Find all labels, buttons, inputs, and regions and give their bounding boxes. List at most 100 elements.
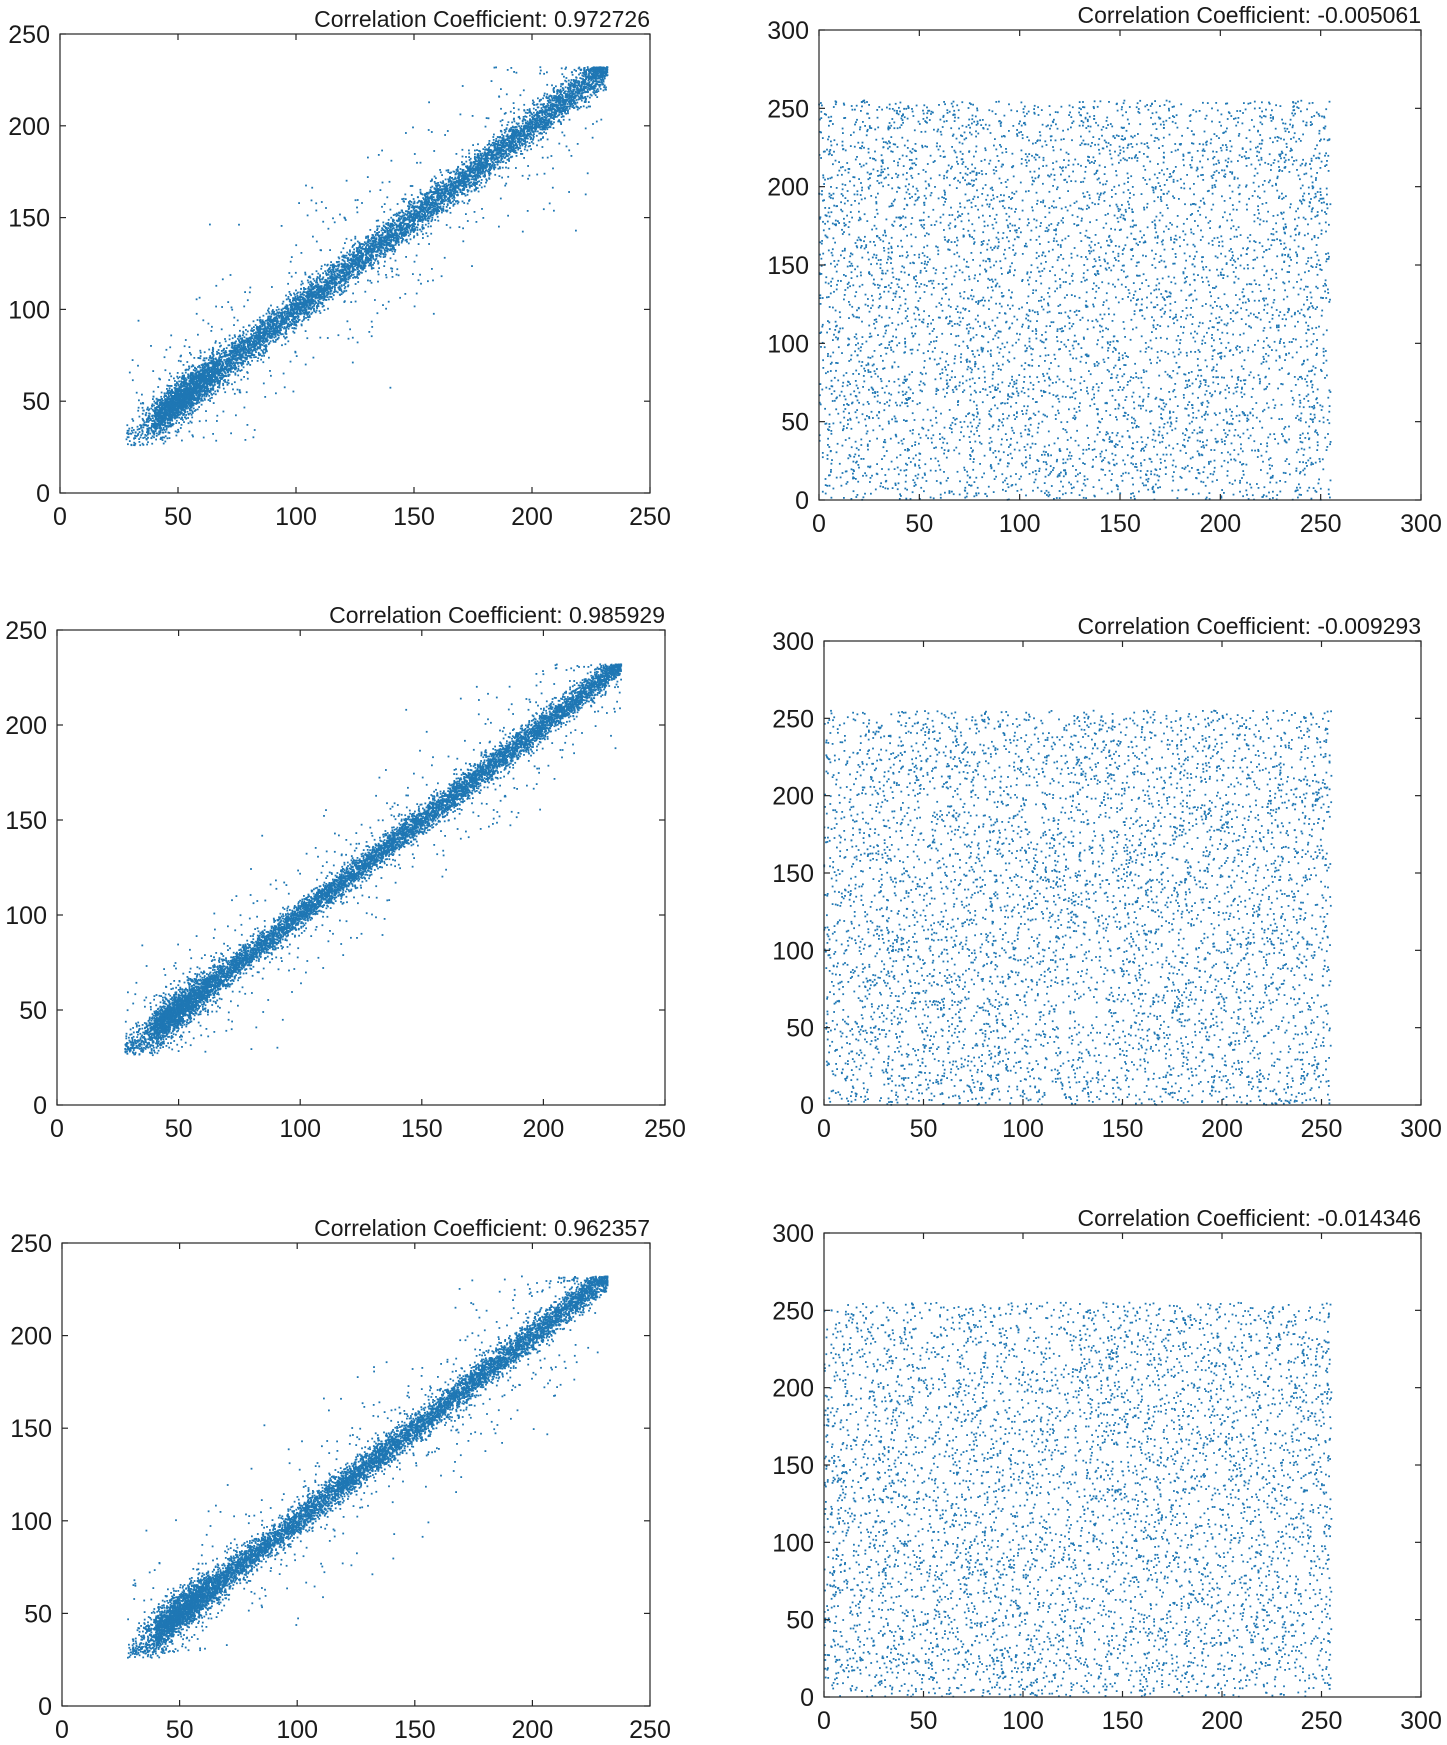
scatter-point	[345, 286, 347, 288]
scatter-point	[445, 179, 447, 181]
scatter-point	[391, 232, 393, 234]
scatter-point	[350, 301, 352, 303]
scatter-point	[232, 389, 234, 391]
scatter-point	[134, 435, 136, 437]
scatter-point	[484, 163, 486, 165]
scatter-point	[571, 71, 573, 73]
scatter-point	[251, 328, 253, 330]
scatter-point	[188, 366, 190, 368]
scatter-point	[240, 379, 242, 381]
scatter-point	[484, 173, 486, 175]
scatter-point	[568, 191, 570, 193]
scatter-point	[467, 203, 469, 205]
scatter-point	[536, 104, 538, 106]
scatter-point	[562, 89, 564, 91]
scatter-point	[563, 76, 565, 78]
scatter-point	[228, 375, 230, 377]
scatter-point	[544, 116, 546, 118]
scatter-point	[527, 121, 529, 123]
scatter-point	[192, 412, 194, 414]
scatter-point	[410, 185, 412, 187]
scatter-point	[589, 97, 591, 99]
scatter-point	[177, 431, 179, 433]
scatter-point	[187, 417, 189, 419]
scatter-point	[574, 69, 576, 71]
scatter-point	[357, 281, 359, 283]
scatter-point	[149, 413, 151, 415]
scatter-point	[568, 80, 570, 82]
scatter-point	[182, 419, 184, 421]
scatter-point	[560, 85, 562, 87]
scatter-point	[320, 281, 322, 283]
scatter-point	[490, 160, 492, 162]
scatter-point	[197, 409, 199, 411]
scatter-point	[315, 202, 317, 204]
scatter-point	[183, 364, 185, 366]
scatter-point	[403, 198, 405, 200]
scatter-point	[574, 107, 576, 109]
scatter-point	[442, 182, 444, 184]
scatter-point	[238, 362, 240, 364]
scatter-point	[322, 306, 324, 308]
scatter-point	[477, 177, 479, 179]
scatter-point	[552, 100, 554, 102]
scatter-point	[215, 393, 217, 395]
scatter-point	[583, 105, 585, 107]
scatter-point	[339, 214, 341, 216]
scatter-point	[515, 167, 517, 169]
scatter-point	[269, 313, 271, 315]
scatter-point	[224, 379, 226, 381]
scatter-point	[149, 433, 151, 435]
scatter-point	[581, 100, 583, 102]
scatter-point	[442, 208, 444, 210]
scatter-point	[257, 360, 259, 362]
scatter-point	[488, 117, 490, 119]
scatter-point	[281, 326, 283, 328]
scatter-point	[282, 303, 284, 305]
scatter-point	[570, 88, 572, 90]
scatter-point	[353, 274, 355, 276]
scatter-point	[460, 168, 462, 170]
scatter-point	[578, 67, 580, 69]
scatter-point	[429, 218, 431, 220]
scatter-point	[219, 342, 221, 344]
scatter-point	[548, 126, 550, 128]
scatter-point	[533, 112, 535, 114]
scatter-point	[205, 410, 207, 412]
scatter-point	[305, 330, 307, 332]
scatter-point	[191, 366, 193, 368]
scatter-point	[185, 339, 187, 341]
scatter-point	[232, 371, 234, 373]
scatter-point	[303, 294, 305, 296]
scatter-point	[529, 175, 531, 177]
scatter-point	[347, 320, 349, 322]
scatter-point	[471, 190, 473, 192]
scatter-point	[547, 157, 549, 159]
scatter-point	[264, 396, 266, 398]
scatter-panel-1: 0 50 100 150 200 250050100150200250Correlatio…	[8, 6, 671, 531]
scatter-point	[447, 130, 449, 132]
scatter-point	[518, 109, 520, 111]
scatter-point	[144, 437, 146, 439]
scatter-point	[268, 343, 270, 345]
scatter-point	[543, 131, 545, 133]
scatter-point	[333, 294, 335, 296]
scatter-point	[489, 175, 491, 177]
scatter-point	[227, 301, 229, 303]
scatter-point	[253, 436, 255, 438]
scatter-point	[263, 349, 265, 351]
scatter-point	[522, 175, 524, 177]
scatter-point	[254, 429, 256, 431]
scatter-point	[215, 440, 217, 442]
scatter-point	[385, 254, 387, 256]
scatter-point	[272, 309, 274, 311]
scatter-point	[519, 143, 521, 145]
scatter-point	[199, 402, 201, 404]
scatter-point	[315, 210, 317, 212]
scatter-point	[142, 413, 144, 415]
scatter-point	[308, 311, 310, 313]
scatter-point	[527, 178, 529, 180]
scatter-point	[383, 256, 385, 258]
scatter-point	[605, 87, 607, 89]
